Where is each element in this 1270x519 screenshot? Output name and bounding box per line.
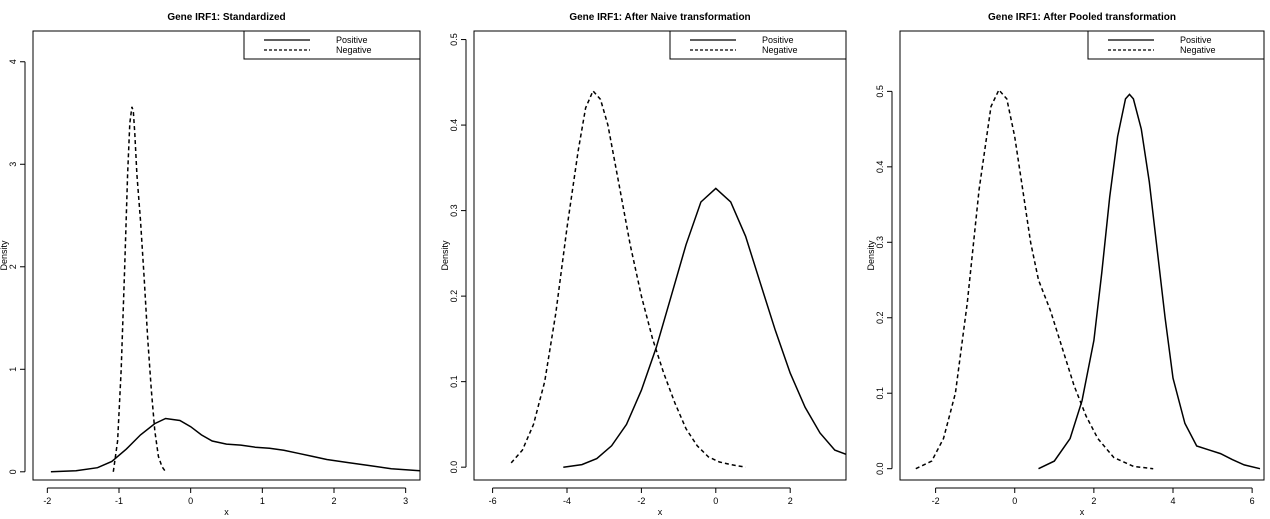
series-line-positive [1038,93,1261,470]
chart-panel-3: Gene IRF1: After Pooled transformation -2… [866,12,1265,517]
x-tick-label: 2 [331,496,336,506]
y-tick-label: 0.0 [449,461,459,474]
legend-box [243,30,421,60]
chart-panel-1: Gene IRF1: Standardized -2 -1 0 1 2 3 x 0 1 2 3 4 Den… [0,12,421,517]
plot-frame [32,30,421,481]
x-axis-label: x [224,507,229,517]
x-axis-label: x [1080,507,1085,517]
x-tick-label: 2 [788,496,793,506]
chart-title: Gene IRF1: After Pooled transformation [988,12,1176,23]
x-tick-label: -2 [43,496,51,506]
x-tick-label: -6 [489,496,497,506]
y-tick-label: 0.1 [449,375,459,388]
series-line-negative [112,106,167,473]
y-tick-label: 0.2 [449,290,459,303]
y-tick-label: 0.4 [875,161,885,174]
legend-box [1087,30,1265,60]
legend-label: Positive [336,35,368,45]
y-tick-label: 0.3 [875,236,885,249]
y-tick-label: 1 [8,367,18,372]
series-line-negative [510,89,746,468]
y-tick-label: 0.1 [875,387,885,400]
y-tick-label: 3 [8,162,18,167]
x-tick-label: -1 [115,496,123,506]
x-tick-label: -4 [563,496,571,506]
chart-title: Gene IRF1: Standardized [167,12,285,23]
y-tick-label: 0.2 [875,311,885,324]
legend-box [669,30,847,60]
y-axis-label: Density [866,240,876,271]
legend-label: Negative [336,45,372,55]
y-tick-label: 0.5 [875,85,885,98]
x-tick-label: 6 [1250,496,1255,506]
series-line-positive [563,187,846,468]
x-tick-label: 3 [403,496,408,506]
y-tick-label: 0.3 [449,204,459,217]
x-tick-label: 4 [1170,496,1175,506]
y-axis-label: Density [440,240,450,271]
plot-frame [473,30,847,481]
legend-label: Positive [1180,35,1212,45]
x-tick-label: -2 [637,496,645,506]
y-tick-label: 0.4 [449,119,459,132]
y-tick-label: 0.0 [875,462,885,475]
y-tick-label: 2 [8,264,18,269]
y-tick-label: 4 [8,59,18,64]
legend-label: Negative [1180,45,1216,55]
y-axis-label: Density [0,240,9,271]
x-tick-label: 0 [188,496,193,506]
legend-label: Negative [762,45,798,55]
y-tick-label: 0 [8,469,18,474]
x-tick-label: 0 [713,496,718,506]
legend-label: Positive [762,35,794,45]
x-axis-label: x [658,507,663,517]
chart-title: Gene IRF1: After Naive transformation [569,12,750,23]
series-line-negative [915,88,1154,470]
chart-panel-2: Gene IRF1: After Naive transformation -6 -… [440,12,847,517]
x-tick-label: 0 [1012,496,1017,506]
y-tick-label: 0.5 [449,33,459,46]
series-line-positive [50,417,420,473]
x-tick-label: 2 [1091,496,1096,506]
x-tick-label: -2 [932,496,940,506]
x-tick-label: 1 [260,496,265,506]
plot-frame [899,30,1265,481]
